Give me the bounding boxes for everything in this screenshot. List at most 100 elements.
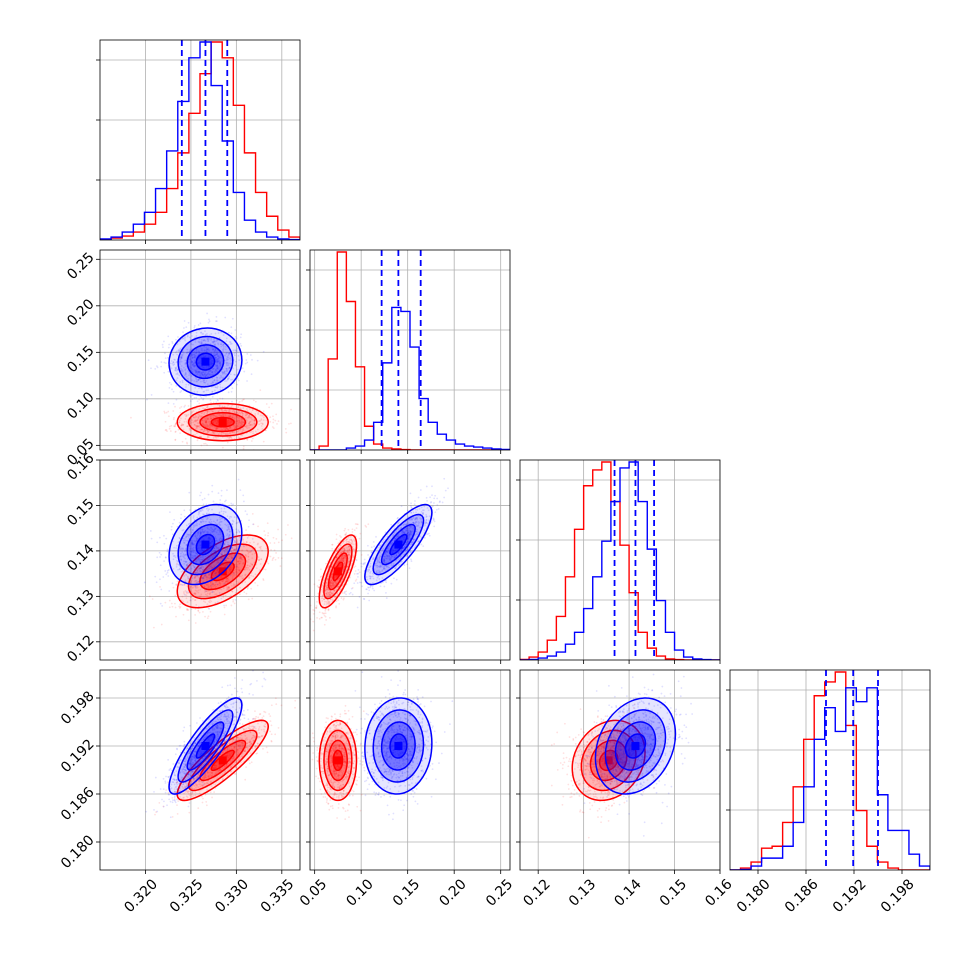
sample-point: [187, 351, 189, 354]
sample-point: [171, 342, 174, 345]
sample-point: [184, 417, 187, 420]
sample-point: [214, 549, 217, 552]
sample-point: [206, 590, 208, 593]
sample-point: [327, 603, 330, 606]
sample-point: [211, 431, 214, 434]
sample-point: [259, 563, 262, 565]
sample-point: [329, 579, 332, 582]
sample-point: [194, 586, 197, 588]
sample-point: [216, 519, 219, 522]
sample-point: [207, 560, 209, 562]
sample-point: [232, 349, 235, 352]
sample-point: [224, 565, 227, 568]
sample-point: [206, 531, 208, 533]
sample-point: [203, 530, 205, 533]
sample-point: [219, 364, 222, 367]
sample-point: [203, 345, 206, 348]
sample-point: [191, 379, 193, 382]
sample-point: [204, 555, 207, 558]
sample-point: [198, 341, 201, 344]
sample-point: [347, 558, 350, 561]
sample-point: [384, 552, 387, 555]
sample-point: [205, 420, 207, 423]
sample-point: [211, 371, 214, 374]
sample-point: [146, 398, 148, 401]
sample-point: [206, 410, 209, 413]
sample-point: [235, 595, 238, 598]
sample-point: [227, 586, 230, 589]
sample-point: [327, 608, 330, 611]
sample-point: [214, 535, 217, 538]
sample-point: [196, 537, 199, 540]
sample-point: [229, 574, 232, 577]
sample-point: [220, 345, 223, 348]
sample-point: [231, 577, 234, 580]
sample-point: [347, 528, 350, 531]
sample-point: [193, 365, 196, 368]
sample-point: [225, 578, 228, 580]
sample-point: [225, 577, 228, 580]
sample-point: [217, 332, 220, 334]
sample-point: [193, 355, 196, 358]
sample-point: [165, 428, 168, 431]
sample-point: [175, 615, 177, 618]
sample-point: [218, 337, 221, 339]
sample-point: [263, 530, 266, 533]
sample-point: [233, 431, 236, 434]
sample-point: [158, 536, 161, 539]
sample-point: [210, 584, 213, 587]
sample-point: [191, 371, 194, 373]
sample-point: [374, 564, 377, 567]
sample-point: [257, 411, 260, 414]
sample-point: [232, 430, 235, 433]
sample-point: [200, 566, 203, 569]
sample-point: [175, 562, 178, 565]
sample-point: [192, 557, 195, 560]
sample-point: [214, 527, 217, 530]
sample-point: [179, 583, 182, 586]
sample-point: [372, 573, 375, 575]
sample-point: [164, 570, 167, 572]
sample-point: [267, 534, 269, 537]
sample-point: [194, 370, 197, 373]
sample-point: [407, 537, 410, 540]
sample-point: [208, 370, 211, 372]
sample-point: [235, 539, 238, 541]
sample-point: [229, 422, 232, 425]
sample-point: [230, 567, 233, 570]
sample-point: [417, 540, 420, 543]
sample-point: [214, 584, 216, 586]
sample-point: [189, 553, 192, 556]
sample-point: [210, 564, 213, 567]
sample-point: [198, 568, 201, 570]
sample-point: [211, 538, 214, 541]
sample-point: [167, 346, 170, 349]
sample-point: [200, 558, 203, 561]
sample-point: [205, 417, 208, 420]
sample-point: [379, 561, 381, 564]
sample-point: [182, 529, 185, 531]
sample-point: [239, 554, 242, 557]
sample-point: [221, 344, 224, 347]
sample-point: [193, 576, 196, 579]
sample-point: [241, 558, 244, 561]
sample-point: [194, 555, 197, 558]
sample-point: [273, 549, 276, 552]
sample-point: [251, 418, 253, 421]
sample-point: [199, 560, 202, 563]
sample-point: [192, 351, 194, 354]
sample-point: [324, 609, 327, 612]
sample-point: [218, 511, 221, 514]
sample-point: [172, 418, 175, 421]
sample-point: [208, 427, 211, 430]
sample-point: [232, 543, 234, 546]
sample-point: [251, 538, 254, 540]
sample-point: [227, 433, 230, 435]
sample-point: [220, 588, 223, 591]
sample-point: [327, 589, 330, 591]
sample-point: [184, 590, 187, 592]
sample-point: [238, 570, 241, 572]
sample-point: [179, 537, 181, 540]
sample-point: [225, 586, 228, 588]
